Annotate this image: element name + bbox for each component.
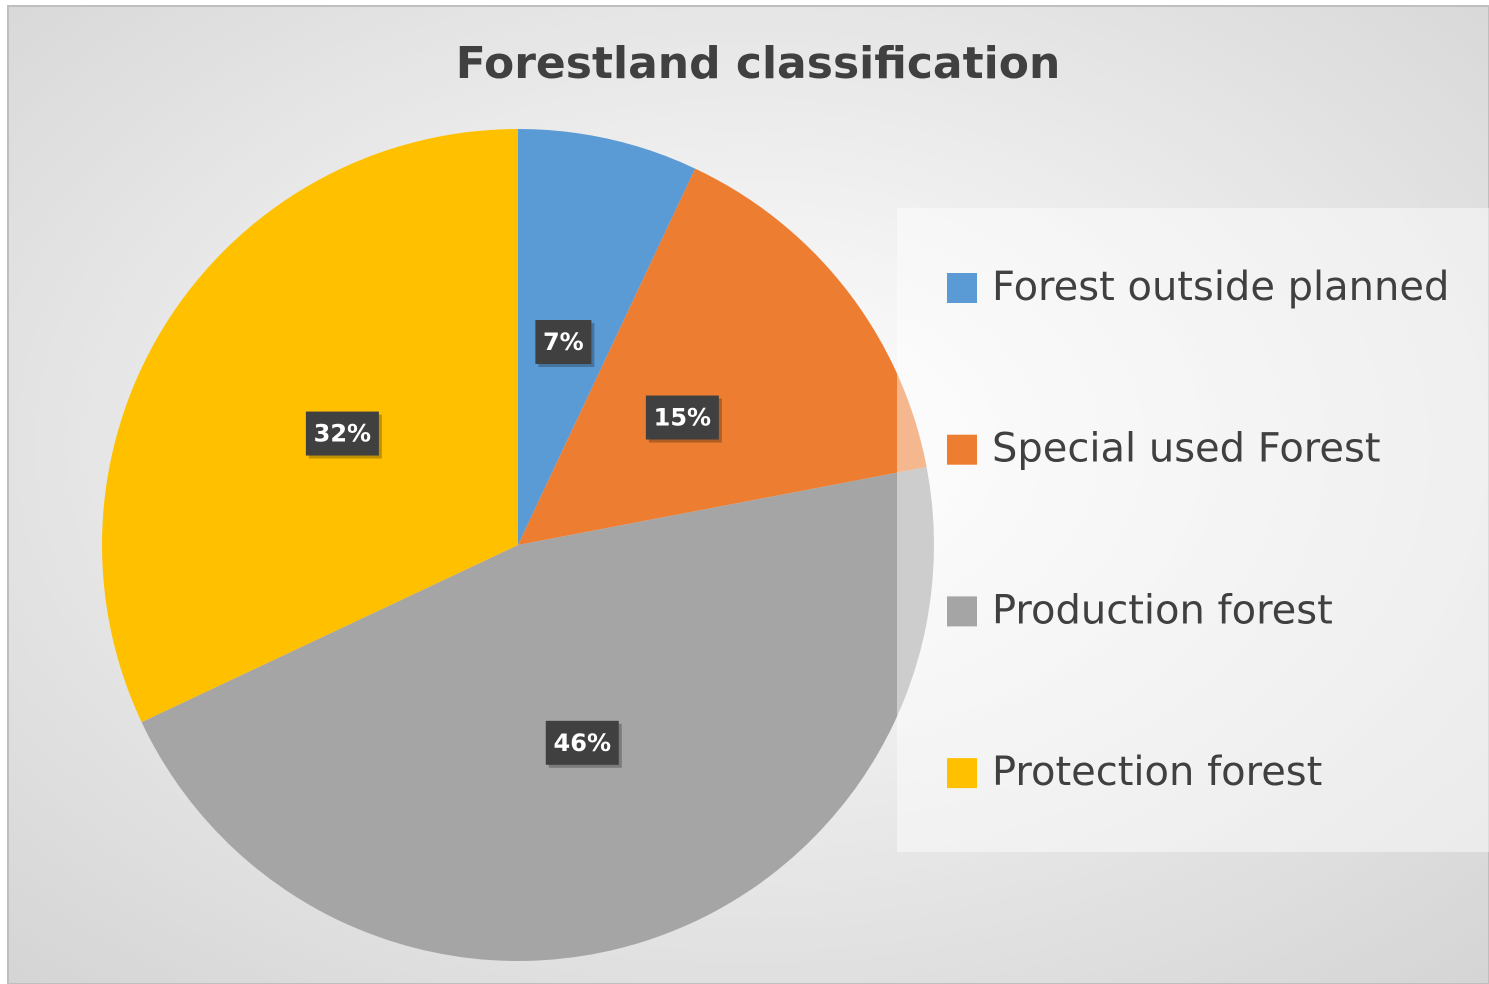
legend: Forest outside planned Special used Fores… (947, 264, 1449, 795)
legend-swatch (947, 758, 977, 789)
chart-title: Forestland classification (456, 38, 1061, 89)
data-labels: 7% 15% 46% 32% (305, 320, 722, 768)
data-label: 46% (554, 729, 611, 757)
legend-swatch (947, 596, 977, 627)
data-label: 32% (314, 420, 371, 448)
data-label-box (305, 411, 379, 456)
legend-frame (897, 208, 1489, 852)
data-label: 15% (654, 404, 711, 432)
pie-slice (141, 467, 935, 962)
data-label-box (545, 720, 619, 765)
pie (101, 129, 935, 962)
data-label-box (535, 320, 592, 365)
legend-swatch (947, 434, 977, 465)
legend-label: Production forest (992, 587, 1333, 633)
legend-label: Special used Forest (992, 426, 1381, 472)
legend-label: Protection forest (992, 749, 1322, 795)
pie-slice (518, 129, 696, 545)
data-label: 7% (543, 328, 584, 356)
data-label-box (645, 395, 719, 440)
pie-slice (518, 168, 927, 545)
legend-label: Forest outside planned (992, 264, 1449, 310)
legend-swatch (947, 273, 977, 303)
